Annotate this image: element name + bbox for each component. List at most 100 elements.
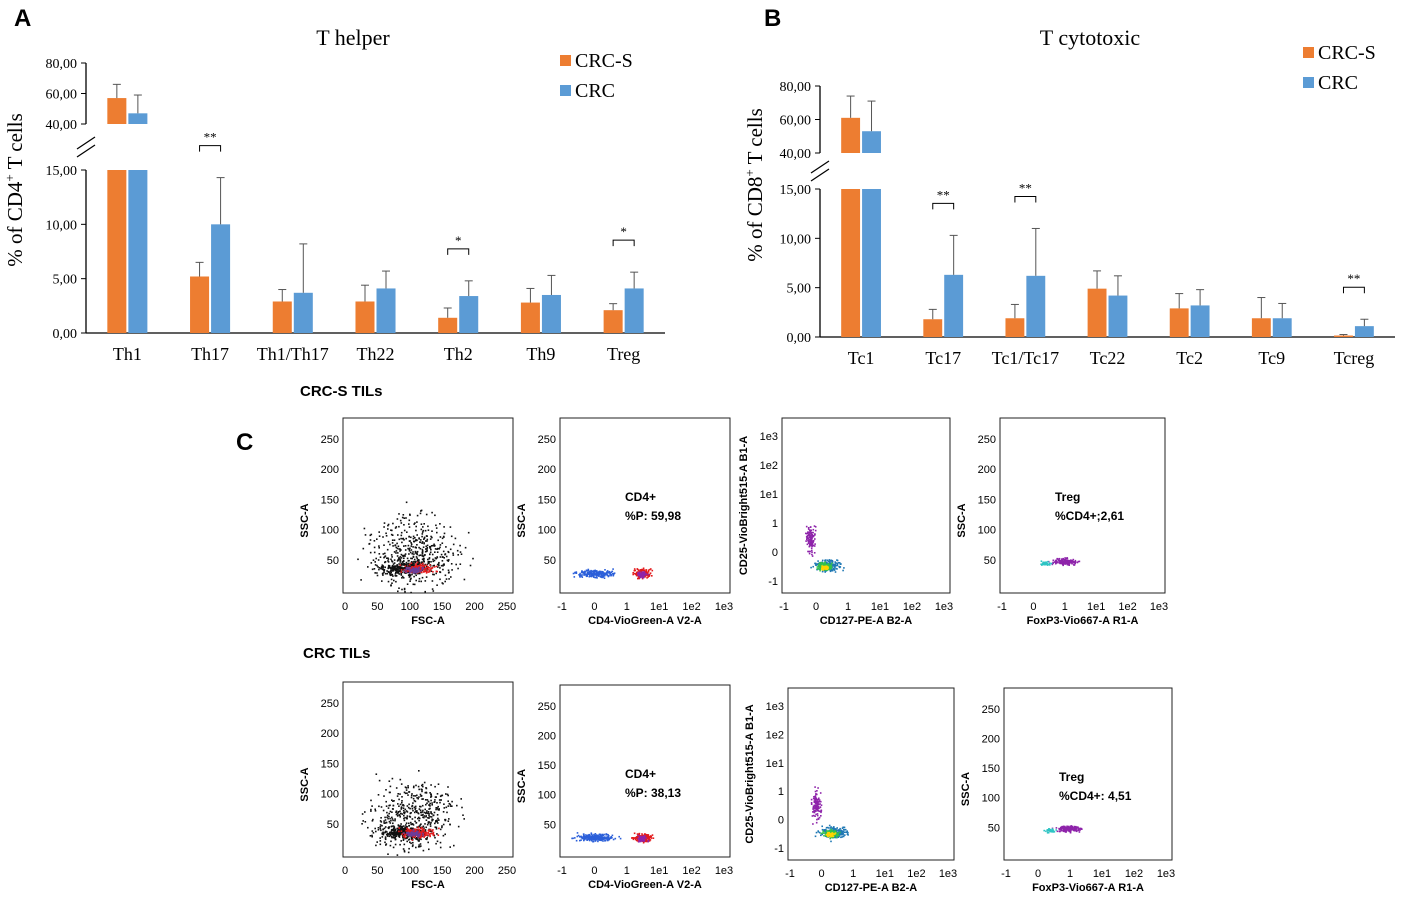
- flow-dot: [371, 568, 374, 571]
- flow-dot: [431, 580, 434, 582]
- flow-dot: [439, 846, 442, 849]
- flow-dot: [815, 800, 817, 803]
- flow-dot: [827, 564, 830, 567]
- flow-dot: [814, 526, 817, 528]
- gate-name: Treg: [1059, 770, 1084, 784]
- flow-dot: [405, 568, 408, 570]
- flow-dot: [631, 837, 634, 839]
- flow-dot: [822, 568, 825, 570]
- flow-dot: [371, 830, 374, 832]
- bar: [1087, 288, 1107, 337]
- flow-dot: [596, 572, 599, 574]
- flow-dot: [842, 833, 844, 836]
- flow-dot: [593, 576, 595, 578]
- flow-dot: [403, 812, 406, 815]
- flow-dot: [398, 525, 400, 528]
- flow-dot: [1067, 829, 1069, 831]
- flow-dot: [435, 527, 438, 529]
- flow-dot: [584, 836, 587, 838]
- flow-dot: [588, 835, 590, 837]
- flow-dot: [811, 536, 814, 538]
- flow-dot: [1077, 829, 1080, 832]
- flow-dot: [633, 572, 636, 575]
- flow-y-tick: 150: [978, 494, 996, 506]
- flow-dot: [421, 576, 424, 579]
- flow-dot: [419, 570, 421, 573]
- flow-dot: [407, 571, 409, 574]
- flow-dot: [639, 571, 641, 574]
- flow-dot: [807, 528, 810, 530]
- flow-dot: [828, 559, 831, 561]
- flow-dot: [378, 531, 380, 533]
- flow-dot: [411, 807, 414, 810]
- flow-dot: [825, 833, 828, 836]
- flow-dot: [824, 569, 827, 571]
- flow-dot: [399, 825, 402, 827]
- flow-dot: [427, 566, 430, 569]
- flow-dot: [420, 568, 422, 570]
- flow-dot: [820, 811, 822, 814]
- flow-dot: [404, 553, 407, 555]
- flow-dot: [412, 809, 414, 812]
- flow-dot: [641, 840, 644, 842]
- flow-dot: [831, 836, 834, 839]
- flow-dot: [845, 831, 847, 833]
- flow-dot: [416, 539, 418, 542]
- flow-dot: [384, 831, 386, 834]
- flow-dot: [402, 807, 405, 809]
- flow-dot: [424, 791, 427, 794]
- flow-dot: [422, 526, 424, 528]
- flow-dot: [381, 580, 383, 582]
- flow-dot: [830, 565, 833, 568]
- flow-dot: [389, 810, 392, 813]
- flow-dot: [410, 570, 413, 573]
- flow-dot: [403, 517, 406, 519]
- flow-dot: [419, 827, 422, 830]
- flow-dot: [634, 569, 636, 572]
- flow-dot: [439, 841, 442, 844]
- flow-dot: [447, 550, 449, 553]
- x-tick-label: Tc22: [1090, 348, 1126, 368]
- flow-dot: [404, 786, 407, 788]
- flow-dot: [396, 555, 399, 557]
- flow-dot: [413, 540, 415, 543]
- flow-dot: [414, 571, 417, 574]
- flow-x-tick: 1e1: [650, 865, 668, 877]
- flow-dot: [437, 566, 439, 568]
- flow-dot: [436, 584, 438, 586]
- flow-dot: [384, 838, 387, 841]
- flow-dot: [1060, 561, 1063, 564]
- flow-dot: [379, 826, 382, 828]
- flow-dot: [816, 807, 818, 809]
- flow-dot: [435, 828, 438, 830]
- flow-dot: [602, 573, 605, 575]
- flow-dot: [431, 802, 433, 804]
- flow-dot: [423, 816, 425, 819]
- flow-dot: [414, 805, 417, 808]
- flow-x-tick: 250: [498, 601, 516, 613]
- flow-dot: [405, 822, 408, 824]
- y-axis-label: % of CD8+ T cells: [742, 108, 767, 262]
- flow-dot: [397, 828, 399, 830]
- flow-dot: [413, 566, 416, 568]
- flow-dot: [592, 840, 594, 843]
- flow-dot: [392, 833, 394, 835]
- flow-dot: [835, 562, 837, 564]
- flow-dot: [387, 560, 389, 562]
- flow-dot: [812, 823, 814, 825]
- flow-dot: [426, 570, 428, 573]
- flow-dot: [1072, 560, 1074, 563]
- flow-dot: [429, 564, 431, 566]
- flow-dot: [370, 562, 373, 564]
- flow-dot: [400, 823, 402, 825]
- flow-dot: [374, 827, 376, 830]
- flow-dot: [417, 846, 420, 848]
- flow-dot: [1040, 560, 1043, 562]
- flow-dot: [416, 534, 418, 536]
- flow-dot: [382, 833, 385, 836]
- flow-dot: [426, 544, 429, 547]
- flow-dot: [387, 567, 389, 570]
- flow-dot: [367, 826, 369, 829]
- flow-dot: [608, 570, 610, 573]
- flow-dot: [360, 579, 362, 581]
